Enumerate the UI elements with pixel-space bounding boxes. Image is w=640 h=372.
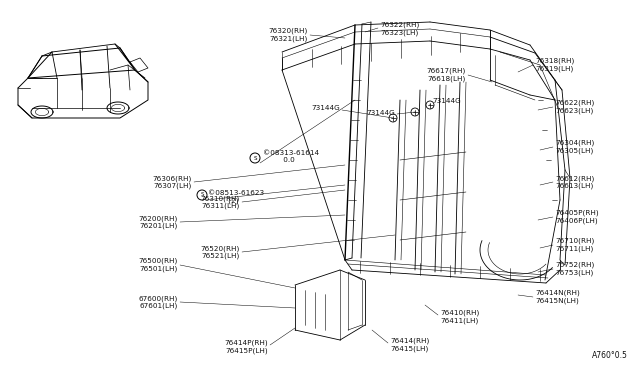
Text: 73144G: 73144G <box>432 98 461 104</box>
Text: ©08313-61614
         0.0: ©08313-61614 0.0 <box>263 150 319 163</box>
Text: 76405P(RH)
76406P(LH): 76405P(RH) 76406P(LH) <box>555 210 598 224</box>
Text: 76322(RH)
76323(LH): 76322(RH) 76323(LH) <box>380 22 419 36</box>
Text: 67600(RH)
67601(LH): 67600(RH) 67601(LH) <box>139 295 178 309</box>
Text: 76500(RH)
76501(LH): 76500(RH) 76501(LH) <box>139 258 178 272</box>
Text: 73144G: 73144G <box>311 105 340 111</box>
Text: 76200(RH)
76201(LH): 76200(RH) 76201(LH) <box>139 215 178 229</box>
Text: 76318(RH)
76319(LH): 76318(RH) 76319(LH) <box>535 58 574 72</box>
Text: 76622(RH)
76623(LH): 76622(RH) 76623(LH) <box>555 100 595 114</box>
Text: 76410(RH)
76411(LH): 76410(RH) 76411(LH) <box>440 310 479 324</box>
Text: 76310(RH)
76311(LH): 76310(RH) 76311(LH) <box>201 195 240 209</box>
Text: 76617(RH)
76618(LH): 76617(RH) 76618(LH) <box>427 68 466 82</box>
Text: S: S <box>253 155 257 160</box>
Text: A760°0.5: A760°0.5 <box>592 351 628 360</box>
Text: 76752(RH)
76753(LH): 76752(RH) 76753(LH) <box>555 262 595 276</box>
Text: 76520(RH)
76521(LH): 76520(RH) 76521(LH) <box>201 245 240 259</box>
Text: 76306(RH)
76307(LH): 76306(RH) 76307(LH) <box>153 175 192 189</box>
Text: ©08513-61623
         (2): ©08513-61623 (2) <box>208 190 264 203</box>
Text: S: S <box>200 192 204 198</box>
Text: 76304(RH)
76305(LH): 76304(RH) 76305(LH) <box>555 140 595 154</box>
Text: 76612(RH)
76613(LH): 76612(RH) 76613(LH) <box>555 175 595 189</box>
Text: 76710(RH)
76711(LH): 76710(RH) 76711(LH) <box>555 238 595 252</box>
Text: 73144G: 73144G <box>366 110 395 116</box>
Text: 76414P(RH)
76415P(LH): 76414P(RH) 76415P(LH) <box>225 340 268 354</box>
Text: 76320(RH)
76321(LH): 76320(RH) 76321(LH) <box>269 28 308 42</box>
Text: 76414N(RH)
76415N(LH): 76414N(RH) 76415N(LH) <box>535 290 580 304</box>
Text: 76414(RH)
76415(LH): 76414(RH) 76415(LH) <box>390 338 429 352</box>
